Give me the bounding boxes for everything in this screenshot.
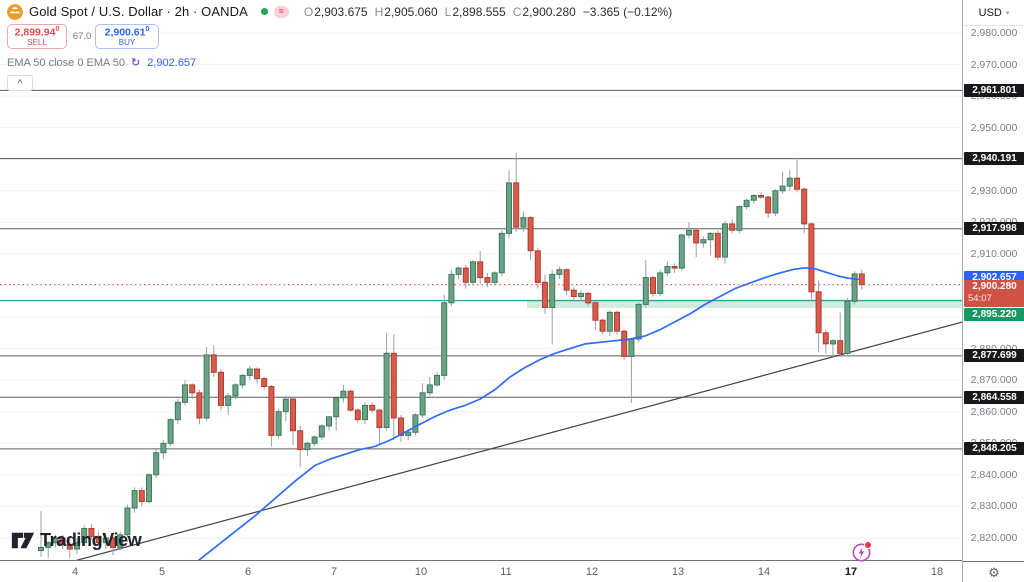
open-value: 2,903.675 xyxy=(314,4,368,19)
low-value: 2,898.555 xyxy=(452,4,506,19)
time-axis-label: 17 xyxy=(844,566,858,578)
price-tick-label: 2,970.000 xyxy=(970,58,1018,71)
chart-legend: Gold Spot / U.S. Dollar · 2h · OANDA ≈ O… xyxy=(7,3,672,91)
ohlc-values: O2,903.675 H2,905.060 L2,898.555 C2,900.… xyxy=(303,4,673,19)
gear-icon: ⚙ xyxy=(988,564,1000,580)
time-axis-label: 5 xyxy=(158,566,166,578)
level-price-label: 2,940.191 xyxy=(964,152,1024,166)
level-lines xyxy=(0,89,962,450)
symbol-logo-icon xyxy=(7,3,23,20)
time-axis-label: 14 xyxy=(757,566,771,578)
trendline[interactable] xyxy=(60,321,962,560)
candles-layer xyxy=(38,152,865,559)
chevron-down-icon: ▾ xyxy=(1005,9,1010,17)
level-price-label: 2,961.801 xyxy=(964,83,1024,97)
time-axis-label: 10 xyxy=(414,566,428,578)
symbol-title[interactable]: Gold Spot / U.S. Dollar · 2h · OANDA xyxy=(29,4,248,19)
notification-dot xyxy=(864,541,872,549)
change-value: −3.365 (−0.12%) xyxy=(582,4,673,19)
level-price-label: 2,864.558 xyxy=(964,390,1024,404)
indicator-title[interactable]: EMA 50 close 0 EMA 50 xyxy=(7,56,126,69)
price-tick-label: 2,830.000 xyxy=(970,500,1018,513)
delayed-data-icon[interactable]: ≈ xyxy=(273,5,289,18)
spread-value: 67.0 xyxy=(72,31,92,42)
price-scale[interactable]: USD ▾ 2,980.0002,970.0002,960.0002,950.0… xyxy=(962,0,1024,582)
time-axis-label: 12 xyxy=(585,566,599,578)
indicator-loading-icon: ↻ xyxy=(131,57,141,69)
price-tick-label: 2,950.000 xyxy=(970,121,1018,134)
price-tick-label: 2,910.000 xyxy=(970,247,1018,260)
price-tick-label: 2,820.000 xyxy=(970,531,1018,544)
level-price-label: 2,848.205 xyxy=(964,442,1024,456)
ema-line[interactable] xyxy=(186,266,859,560)
close-value: 2,900.280 xyxy=(522,4,576,19)
time-axis-label: 13 xyxy=(671,566,685,578)
instant-trading-icon[interactable] xyxy=(851,541,872,563)
time-axis-label: 4 xyxy=(71,566,79,578)
last-price-label: 2,900.280 54:07 xyxy=(964,279,1024,307)
price-tick-label: 2,860.000 xyxy=(970,405,1018,418)
sell-button[interactable]: 2,899.940 SELL xyxy=(7,24,67,49)
indicator-value: 2,902.657 xyxy=(147,56,197,69)
chart-canvas[interactable] xyxy=(0,0,962,560)
price-tick-label: 2,930.000 xyxy=(970,184,1018,197)
level-price-label: 2,917.998 xyxy=(964,222,1024,236)
market-status-dot-icon[interactable] xyxy=(260,8,268,15)
zone-price-label: 2,895.220 xyxy=(964,308,1024,321)
watermark-text: TradingView xyxy=(40,530,142,550)
time-axis-label: 18 xyxy=(930,566,944,578)
tradingview-watermark[interactable]: TradingView xyxy=(11,530,142,551)
time-axis-label: 7 xyxy=(330,566,338,578)
currency-label: USD xyxy=(978,6,1002,19)
buy-button[interactable]: 2,900.610 BUY xyxy=(95,24,159,49)
tradingview-logo-icon xyxy=(11,532,35,549)
collapse-legend-button[interactable]: ^ xyxy=(7,75,33,91)
level-price-label: 2,877.699 xyxy=(964,349,1024,363)
high-value: 2,905.060 xyxy=(384,4,438,19)
time-axis-label: 6 xyxy=(244,566,252,578)
price-tick-label: 2,980.000 xyxy=(970,27,1018,39)
time-axis-label: 11 xyxy=(500,566,512,578)
price-tick-label: 2,840.000 xyxy=(970,468,1018,481)
price-scale-currency-button[interactable]: USD ▾ xyxy=(963,0,1024,26)
grid-layer xyxy=(0,32,962,539)
support-zone xyxy=(0,299,962,308)
time-scale[interactable]: 4 5 6 7 10 11 12 13 14 17 18 xyxy=(0,560,962,582)
chart-settings-button[interactable]: ⚙ xyxy=(963,561,1024,582)
price-tick-label: 2,870.000 xyxy=(970,374,1018,387)
